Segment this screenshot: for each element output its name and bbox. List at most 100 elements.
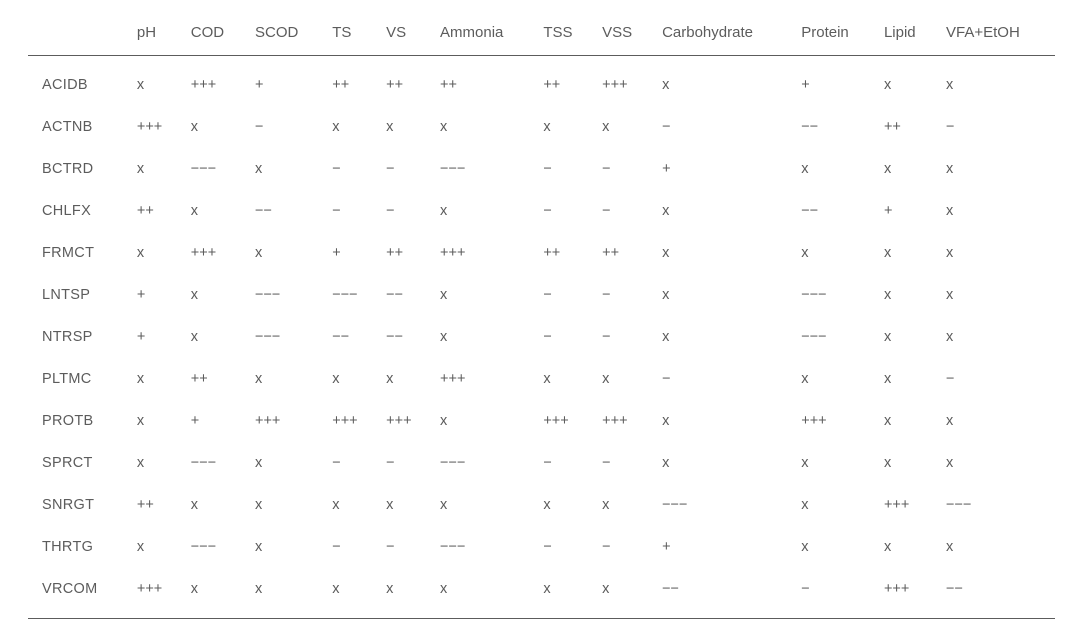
cell: x xyxy=(183,274,247,316)
cell: x xyxy=(183,106,247,148)
cell: x xyxy=(247,358,324,400)
column-header: Ammonia xyxy=(432,18,535,56)
cell: x xyxy=(938,190,1055,232)
correlation-table: pHCODSCODTSVSAmmoniaTSSVSSCarbohydratePr… xyxy=(28,18,1055,619)
cell: x xyxy=(876,274,938,316)
cell: x xyxy=(183,316,247,358)
cell: x xyxy=(793,148,876,190)
cell: ++ xyxy=(378,232,432,274)
cell: x xyxy=(876,232,938,274)
cell: −−− xyxy=(654,484,793,526)
cell: −−− xyxy=(793,316,876,358)
cell: x xyxy=(793,232,876,274)
cell: + xyxy=(654,526,793,568)
cell: − xyxy=(535,274,594,316)
cell: − xyxy=(654,358,793,400)
cell: x xyxy=(938,526,1055,568)
cell: − xyxy=(378,148,432,190)
cell: x xyxy=(183,190,247,232)
cell: x xyxy=(654,274,793,316)
row-label: FRMCT xyxy=(28,232,129,274)
cell: +++ xyxy=(432,232,535,274)
cell: x xyxy=(938,442,1055,484)
cell: x xyxy=(876,358,938,400)
cell: + xyxy=(129,316,183,358)
cell: − xyxy=(594,148,654,190)
table-row: PROTBx++++++++++x++++++x+++xx xyxy=(28,400,1055,442)
cell: − xyxy=(324,148,378,190)
cell: − xyxy=(535,526,594,568)
cell: + xyxy=(247,56,324,107)
cell: −− xyxy=(378,274,432,316)
cell: x xyxy=(378,568,432,619)
cell: x xyxy=(793,442,876,484)
cell: x xyxy=(324,106,378,148)
cell: x xyxy=(654,442,793,484)
cell: x xyxy=(938,316,1055,358)
cell: − xyxy=(324,190,378,232)
column-header: VSS xyxy=(594,18,654,56)
column-header: TS xyxy=(324,18,378,56)
column-header: SCOD xyxy=(247,18,324,56)
cell: x xyxy=(432,568,535,619)
cell: −− xyxy=(793,106,876,148)
row-label: BCTRD xyxy=(28,148,129,190)
cell: − xyxy=(378,442,432,484)
cell: x xyxy=(183,568,247,619)
cell: +++ xyxy=(594,56,654,107)
cell: ++ xyxy=(432,56,535,107)
cell: x xyxy=(654,232,793,274)
column-header: Lipid xyxy=(876,18,938,56)
cell: +++ xyxy=(183,56,247,107)
cell: x xyxy=(247,148,324,190)
cell: − xyxy=(324,442,378,484)
cell: x xyxy=(247,232,324,274)
cell: x xyxy=(654,400,793,442)
table-row: SNRGT++xxxxxxx−−−x+++−−− xyxy=(28,484,1055,526)
cell: x xyxy=(938,56,1055,107)
cell: x xyxy=(432,274,535,316)
correlation-table-container: pHCODSCODTSVSAmmoniaTSSVSSCarbohydratePr… xyxy=(0,0,1083,619)
cell: x xyxy=(876,526,938,568)
cell: − xyxy=(594,442,654,484)
cell: −−− xyxy=(432,148,535,190)
cell: x xyxy=(594,106,654,148)
cell: x xyxy=(793,358,876,400)
cell: x xyxy=(129,358,183,400)
cell: −−− xyxy=(183,442,247,484)
cell: − xyxy=(378,526,432,568)
row-label: THRTG xyxy=(28,526,129,568)
cell: x xyxy=(129,442,183,484)
column-header: TSS xyxy=(535,18,594,56)
cell: x xyxy=(876,316,938,358)
cell: ++ xyxy=(535,56,594,107)
cell: x xyxy=(129,526,183,568)
cell: −−− xyxy=(247,274,324,316)
cell: −− xyxy=(378,316,432,358)
cell: +++ xyxy=(324,400,378,442)
cell: x xyxy=(793,526,876,568)
cell: −−− xyxy=(183,148,247,190)
cell: −−− xyxy=(432,526,535,568)
table-row: FRMCTx+++x++++++++++xxxx xyxy=(28,232,1055,274)
table-row: SPRCTx−−−x−−−−−−−xxxx xyxy=(28,442,1055,484)
cell: x xyxy=(247,484,324,526)
cell: x xyxy=(432,106,535,148)
cell: x xyxy=(129,148,183,190)
table-row: THRTGx−−−x−−−−−−−+xxx xyxy=(28,526,1055,568)
cell: ++ xyxy=(129,190,183,232)
cell: x xyxy=(129,400,183,442)
table-row: LNTSP+x−−−−−−−−x−−x−−−xx xyxy=(28,274,1055,316)
cell: x xyxy=(876,148,938,190)
cell: −−− xyxy=(793,274,876,316)
cell: x xyxy=(324,568,378,619)
cell: x xyxy=(938,274,1055,316)
row-label: ACTNB xyxy=(28,106,129,148)
cell: − xyxy=(378,190,432,232)
cell: − xyxy=(324,526,378,568)
cell: − xyxy=(535,148,594,190)
cell: −−− xyxy=(247,316,324,358)
cell: x xyxy=(594,358,654,400)
column-header: Protein xyxy=(793,18,876,56)
column-header: VS xyxy=(378,18,432,56)
